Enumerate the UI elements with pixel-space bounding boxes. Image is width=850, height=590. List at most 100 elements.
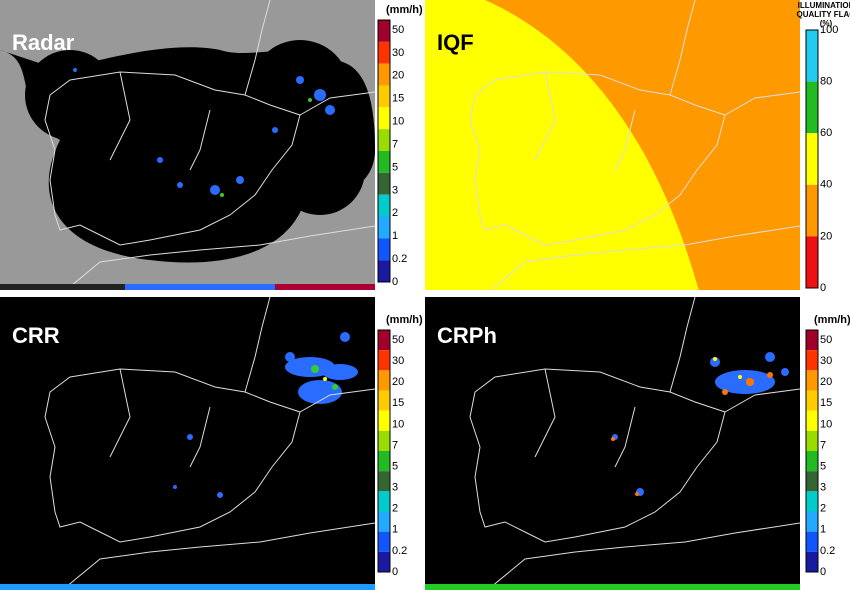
colorbar-segment — [378, 129, 390, 151]
colorbar-segment — [806, 330, 818, 351]
colorbar-segment — [806, 184, 818, 237]
colorbar-label: 30 — [392, 355, 404, 367]
colorbar-label: 50 — [392, 24, 404, 36]
colorbar-segment — [378, 330, 390, 351]
colorbar-label: 20 — [820, 230, 832, 242]
colorbar-label: 20 — [392, 70, 404, 82]
colorbar-frame — [377, 19, 391, 283]
colorbar-label: 40 — [820, 179, 832, 191]
colorbar-label: 15 — [392, 397, 404, 409]
colorbar-segment — [378, 451, 390, 472]
colorbar-label: 20 — [392, 376, 404, 388]
colorbar-segment — [378, 107, 390, 130]
colorbar-label: 0 — [392, 566, 398, 578]
colorbar-segment — [806, 551, 818, 572]
colorbar-label: 3 — [392, 184, 398, 196]
colorbar-unit: QUALITY FLAG — [797, 10, 850, 19]
colorbar-segment — [806, 511, 818, 532]
colorbar-segment — [378, 216, 390, 239]
colorbar-label: 50 — [392, 334, 404, 346]
colorbar-segment — [378, 551, 390, 572]
colorbar-label: 0.2 — [392, 545, 407, 557]
colorbar-label: 5 — [820, 460, 826, 472]
colorbar-unit: ILLUMINATION — [798, 1, 850, 10]
colorbar-segment — [378, 430, 390, 451]
colorbar-segment — [378, 85, 390, 108]
colorbar-label: 30 — [820, 355, 832, 367]
colorbar-segment — [378, 151, 390, 173]
colorbar-unit: (mm/h) — [814, 314, 850, 326]
colorbar-label: 0.2 — [392, 253, 407, 265]
colorbar-label: 10 — [820, 418, 832, 430]
colorbar-segment — [378, 390, 390, 411]
colorbar-frame — [377, 329, 391, 573]
colorbar-label: 3 — [820, 482, 826, 494]
colorbar-label: 50 — [820, 334, 832, 346]
colorbar-label: 7 — [392, 439, 398, 451]
colorbar-label: 5 — [392, 161, 398, 173]
colorbar-frame — [805, 29, 819, 289]
colorbar-label: 15 — [820, 397, 832, 409]
colorbar-label: 30 — [392, 47, 404, 59]
colorbar-label: 0 — [820, 282, 826, 294]
colorbar-segment — [806, 30, 818, 82]
colorbar-segment — [378, 41, 390, 64]
colorbar-segment — [378, 511, 390, 532]
colorbar-segment — [806, 491, 818, 512]
colorbar-label: 1 — [392, 230, 398, 242]
colorbar-label: 3 — [392, 482, 398, 494]
colorbar-segment — [378, 194, 390, 217]
colorbar-label: 15 — [392, 93, 404, 105]
colorbar-label: 2 — [392, 503, 398, 515]
iqf-panel: IQF — [425, 0, 800, 290]
colorbar-segment — [378, 350, 390, 371]
colorbar-segment — [378, 491, 390, 512]
colorbar-label: 1 — [820, 524, 826, 536]
colorbar-label: 7 — [820, 439, 826, 451]
colorbar-segment — [806, 81, 818, 134]
colorbar-segment — [806, 133, 818, 185]
colorbar-label: 0.2 — [820, 545, 835, 557]
colorbar-label: 60 — [820, 127, 832, 139]
panel-title: CRPh — [437, 323, 497, 348]
colorbar-segment — [378, 20, 390, 42]
colorbar-segment — [378, 238, 390, 261]
crph-panel: CRPh — [425, 297, 800, 590]
colorbar-segment — [806, 451, 818, 472]
colorbar-label: 2 — [820, 503, 826, 515]
colorbar-segment — [378, 531, 390, 552]
colorbar-segment — [806, 370, 818, 391]
colorbar-unit: (mm/h) — [386, 4, 423, 16]
colorbar-unit: (mm/h) — [386, 314, 423, 326]
colorbar-label: 20 — [820, 376, 832, 388]
colorbar-label: 100 — [820, 24, 838, 36]
colorbar-unit: (%) — [820, 19, 833, 28]
colorbar-segment — [806, 350, 818, 371]
colorbar-segment — [806, 471, 818, 492]
colorbar-segment — [378, 370, 390, 391]
colorbar-segment — [806, 430, 818, 451]
colorbar-label: 10 — [392, 418, 404, 430]
colorbar-label: 5 — [392, 460, 398, 472]
colorbar-label: 7 — [392, 138, 398, 150]
colorbar-label: 80 — [820, 76, 832, 88]
colorbar-segment — [378, 63, 390, 86]
colorbar-label: 0 — [820, 566, 826, 578]
radar-panel: Radar — [0, 0, 375, 290]
colorbar-label: 2 — [392, 207, 398, 219]
panel-title: Radar — [12, 30, 75, 55]
colorbar-segment — [806, 531, 818, 552]
colorbar-segment — [378, 410, 390, 431]
panel-title: CRR — [12, 323, 60, 348]
colorbar-frame — [805, 329, 819, 573]
colorbar-segment — [806, 410, 818, 431]
colorbar-segment — [806, 236, 818, 288]
colorbars: (mm/h)5030201510753210.20ILLUMINATIONQUA… — [377, 1, 850, 578]
colorbar-label: 1 — [392, 524, 398, 536]
colorbar-segment — [806, 390, 818, 411]
colorbar-segment — [378, 471, 390, 492]
panel-title: IQF — [437, 30, 474, 55]
colorbar-label: 0 — [392, 276, 398, 288]
